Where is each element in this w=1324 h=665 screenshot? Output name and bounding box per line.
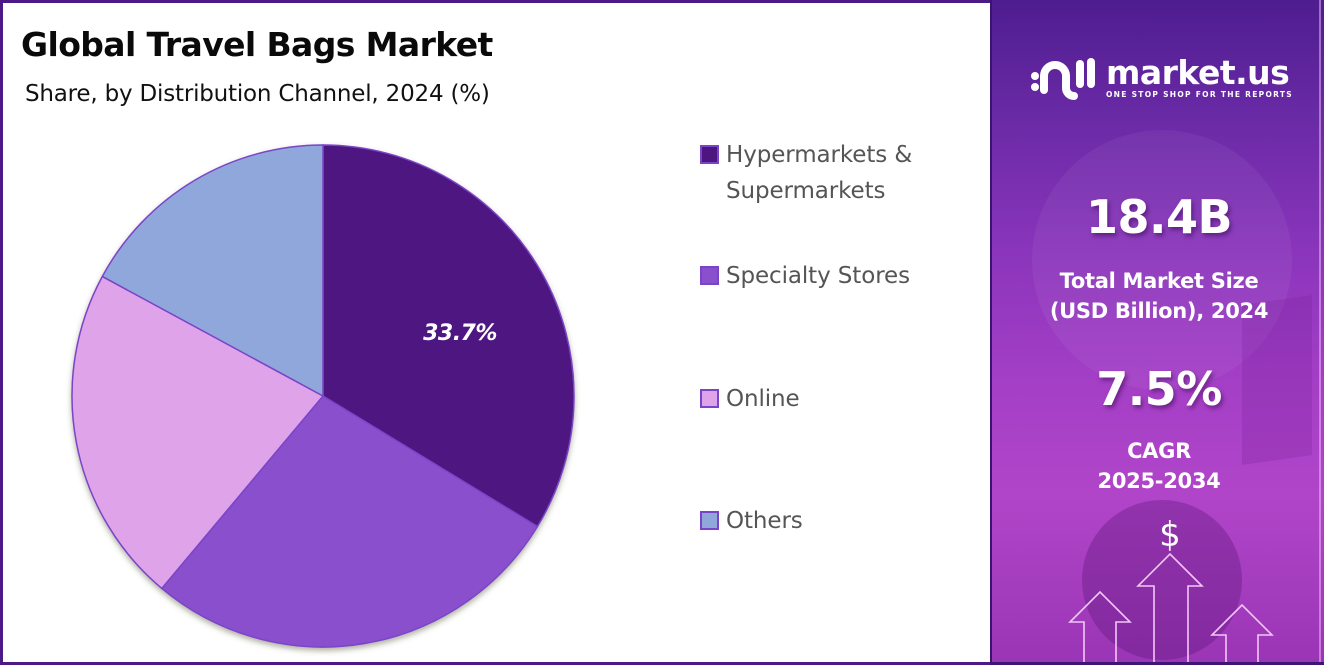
legend-label-hypermarkets: Hypermarkets & Supermarkets [726,137,956,209]
brand-name: market.us [1106,53,1290,92]
pie-slice-online [71,275,325,590]
panel-edge-line [1319,0,1321,662]
slice-label-hypermarkets: 33.7% [423,321,497,346]
background-decoration [1082,500,1242,660]
cagr-label-line1: CAGR [1127,439,1191,463]
legend-label-others: Others [726,508,803,534]
legend-label-line1: Hypermarkets & [726,142,913,168]
brand-tagline: ONE STOP SHOP FOR THE REPORTS [1106,90,1293,99]
market-us-logo-icon [1031,58,1095,100]
cagr-label: CAGR 2025-2034 [992,436,1324,496]
cagr-value: 7.5% [1096,362,1222,416]
summary-panel: market.us ONE STOP SHOP FOR THE REPORTS … [990,0,1324,665]
growth-arrows-icon: $ [1068,515,1274,662]
legend-item-specialty-stores: Specialty Stores [700,258,956,294]
legend-item-others: Others [700,503,956,539]
market-size-label-line1: Total Market Size [1059,269,1259,293]
dollar-icon: $ [1159,515,1181,555]
market-size-label: Total Market Size (USD Billion), 2024 [992,266,1324,326]
pie-slice-others [101,144,324,398]
pie-slice-hypermarkets [322,144,575,528]
market-size-value: 18.4B [1085,190,1233,244]
legend-swatch-others [700,511,719,530]
chart-title: Global Travel Bags Market [21,25,493,64]
legend-label-specialty-stores: Specialty Stores [726,263,910,289]
background-decoration [1032,130,1292,390]
legend-swatch-hypermarkets [700,145,719,164]
legend-swatch-online [700,389,719,408]
legend-item-online: Online [700,381,956,417]
brand-logo: market.us ONE STOP SHOP FOR THE REPORTS [1030,52,1293,104]
legend-item-hypermarkets: Hypermarkets & Supermarkets [700,137,956,209]
pie-chart-svg: 33.7% [71,144,575,648]
pie-slice-specialty-stores [160,395,539,648]
market-size-label-line2: (USD Billion), 2024 [1049,299,1269,323]
pie-chart: 33.7% [63,138,583,658]
legend-swatch-specialty-stores [700,266,719,285]
legend-label-online: Online [726,386,800,412]
legend-label-line2: Supermarkets [726,178,886,204]
chart-panel: Global Travel Bags Market Share, by Dist… [0,0,990,665]
cagr-label-line2: 2025-2034 [1097,469,1221,493]
chart-subtitle: Share, by Distribution Channel, 2024 (%) [25,81,490,107]
